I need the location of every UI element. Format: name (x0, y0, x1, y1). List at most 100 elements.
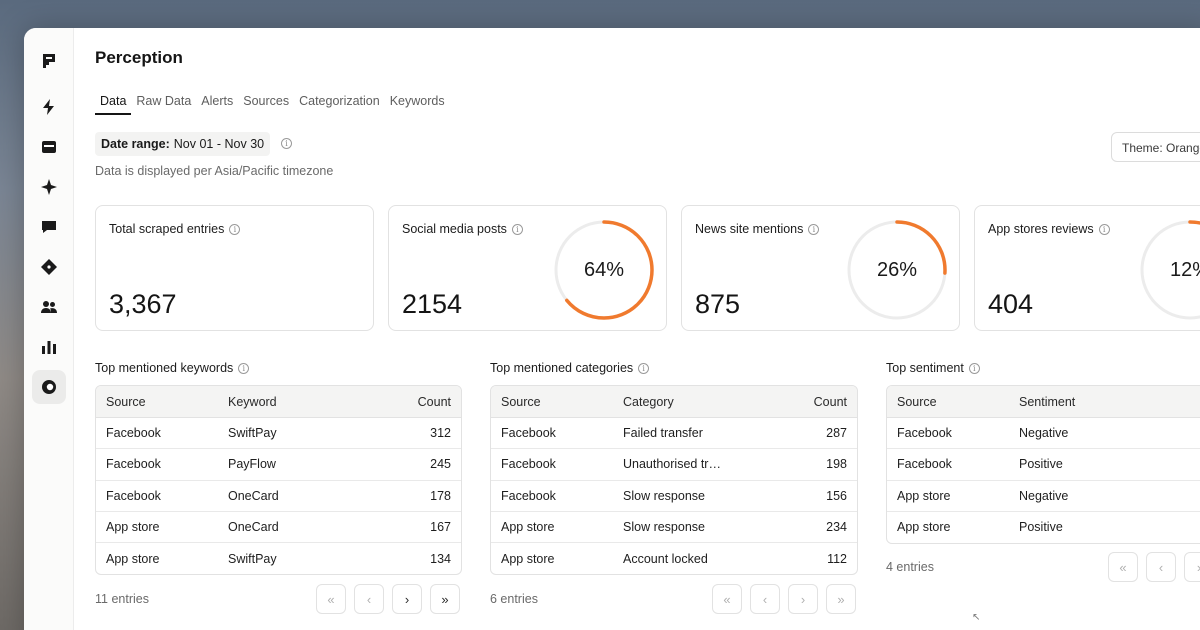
tab-keywords[interactable]: Keywords (389, 94, 445, 108)
prev-page-button[interactable]: ‹ (1146, 552, 1176, 582)
cell-source: App store (501, 519, 555, 534)
cell-count: 234 (826, 519, 847, 534)
next-page-button[interactable]: › (1184, 552, 1200, 582)
sparkle-icon[interactable] (32, 170, 66, 204)
section-title: Top mentioned categories (490, 361, 634, 375)
first-page-button[interactable]: « (316, 584, 346, 614)
sentiment-table: Source Sentiment Facebook Negative Facebo… (886, 385, 1200, 544)
cell-source: App store (106, 519, 160, 534)
info-icon[interactable]: i (1098, 224, 1110, 236)
cell-count: 287 (826, 426, 847, 441)
info-icon[interactable]: i (638, 363, 650, 375)
cell-count: 198 (826, 457, 847, 472)
tab-alerts[interactable]: Alerts (201, 94, 234, 108)
first-page-button[interactable]: « (712, 584, 742, 614)
inbox-icon[interactable] (32, 130, 66, 164)
stat-value: 404 (988, 289, 1034, 319)
percent-label: 64% (583, 258, 625, 281)
table-row[interactable]: Facebook PayFlow 245 (96, 449, 461, 481)
date-range-picker[interactable]: Date range: Nov 01 - Nov 30 (95, 132, 271, 156)
last-page-button[interactable]: » (826, 584, 856, 614)
cell-source: Facebook (501, 426, 556, 441)
table-row[interactable]: Facebook Positive (887, 449, 1200, 481)
cell-source: Facebook (501, 488, 556, 503)
tab-sources[interactable]: Sources (243, 94, 290, 108)
table-row[interactable]: Facebook Slow response 156 (491, 481, 857, 512)
table-row[interactable]: App store SwiftPay 134 (96, 543, 461, 574)
sidebar (24, 28, 74, 630)
table-row[interactable]: Facebook Unauthorised tr… 198 (491, 449, 857, 481)
column-header[interactable]: Keyword (228, 394, 277, 409)
cell-source: Facebook (106, 426, 161, 441)
main-content: Perception Data Raw Data Alerts Sources … (74, 28, 1200, 630)
next-page-button[interactable]: › (392, 584, 422, 614)
prev-page-button[interactable]: ‹ (750, 584, 780, 614)
bar-chart-icon[interactable] (32, 330, 66, 364)
app-window: Perception Data Raw Data Alerts Sources … (24, 28, 1200, 630)
stat-card-news: News site mentions i 875 26% (681, 205, 960, 331)
info-icon[interactable]: i (511, 224, 523, 236)
info-icon[interactable]: i (808, 224, 820, 236)
table-row[interactable]: Facebook OneCard 178 (96, 481, 461, 512)
column-header[interactable]: Source (501, 394, 541, 409)
column-header[interactable]: Source (897, 394, 937, 409)
cell-source: Facebook (897, 426, 952, 441)
lightning-icon[interactable] (32, 90, 66, 124)
users-icon[interactable] (32, 290, 66, 324)
table-row[interactable]: App store OneCard 167 (96, 512, 461, 543)
tab-data[interactable]: Data (95, 93, 132, 115)
ring-progress (1140, 220, 1200, 320)
cell-category: Slow response (623, 488, 705, 503)
ticket-icon[interactable] (32, 250, 66, 284)
cell-source: Facebook (501, 457, 556, 472)
cell-source: Facebook (106, 457, 161, 472)
theme-selector[interactable]: Theme: Orange (1111, 132, 1200, 162)
cell-category: Account locked (623, 551, 708, 566)
last-page-button[interactable]: » (430, 584, 460, 614)
info-icon[interactable]: i (238, 363, 250, 375)
first-page-button[interactable]: « (1108, 552, 1138, 582)
ring-progress (554, 220, 654, 320)
date-range-value: Nov 01 - Nov 30 (173, 137, 265, 151)
cell-sentiment: Positive (1019, 520, 1063, 535)
cell-count: 178 (430, 488, 451, 503)
date-range-label: Date range: (101, 137, 170, 151)
table-row[interactable]: App store Positive (887, 512, 1200, 543)
tab-raw-data[interactable]: Raw Data (136, 94, 192, 108)
stat-value: 875 (695, 289, 741, 319)
table-row[interactable]: Facebook Negative (887, 418, 1200, 450)
cell-keyword: OneCard (228, 488, 279, 503)
section-title: Top sentiment (886, 361, 964, 375)
column-header[interactable]: Count (417, 394, 451, 409)
table-row[interactable]: Facebook Failed transfer 287 (491, 418, 857, 450)
cell-sentiment: Negative (1019, 488, 1069, 503)
cell-category: Slow response (623, 519, 705, 534)
logo-icon[interactable] (32, 44, 66, 78)
chat-icon[interactable] (32, 210, 66, 244)
table-row[interactable]: Facebook SwiftPay 312 (96, 418, 461, 450)
info-icon[interactable]: i (229, 224, 241, 236)
info-icon[interactable]: i (968, 363, 980, 375)
tab-categorization[interactable]: Categorization (299, 94, 380, 108)
column-header[interactable]: Count (813, 394, 847, 409)
percent-label: 26% (876, 258, 918, 281)
cell-keyword: PayFlow (228, 457, 276, 472)
table-row[interactable]: App store Slow response 234 (491, 512, 857, 543)
info-icon[interactable]: i (281, 138, 292, 149)
table-row[interactable]: App store Account locked 112 (491, 543, 857, 574)
entries-count: 4 entries (886, 560, 934, 574)
cell-count: 112 (827, 551, 847, 566)
column-header[interactable]: Category (623, 394, 674, 409)
prev-page-button[interactable]: ‹ (354, 584, 384, 614)
percent-ring (1140, 220, 1200, 320)
column-header[interactable]: Source (106, 394, 146, 409)
keywords-table: Source Keyword Count Facebook SwiftPay 312… (95, 385, 462, 576)
perception-icon[interactable] (32, 370, 66, 404)
next-page-button[interactable]: › (788, 584, 818, 614)
mouse-cursor-icon: ↖ (972, 612, 981, 623)
cell-source: App store (501, 551, 555, 566)
table-row[interactable]: App store Negative (887, 481, 1200, 512)
stat-title: News site mentions (695, 222, 804, 236)
column-header[interactable]: Sentiment (1019, 394, 1076, 409)
categories-table: Source Category Count Facebook Failed tra… (490, 385, 858, 576)
